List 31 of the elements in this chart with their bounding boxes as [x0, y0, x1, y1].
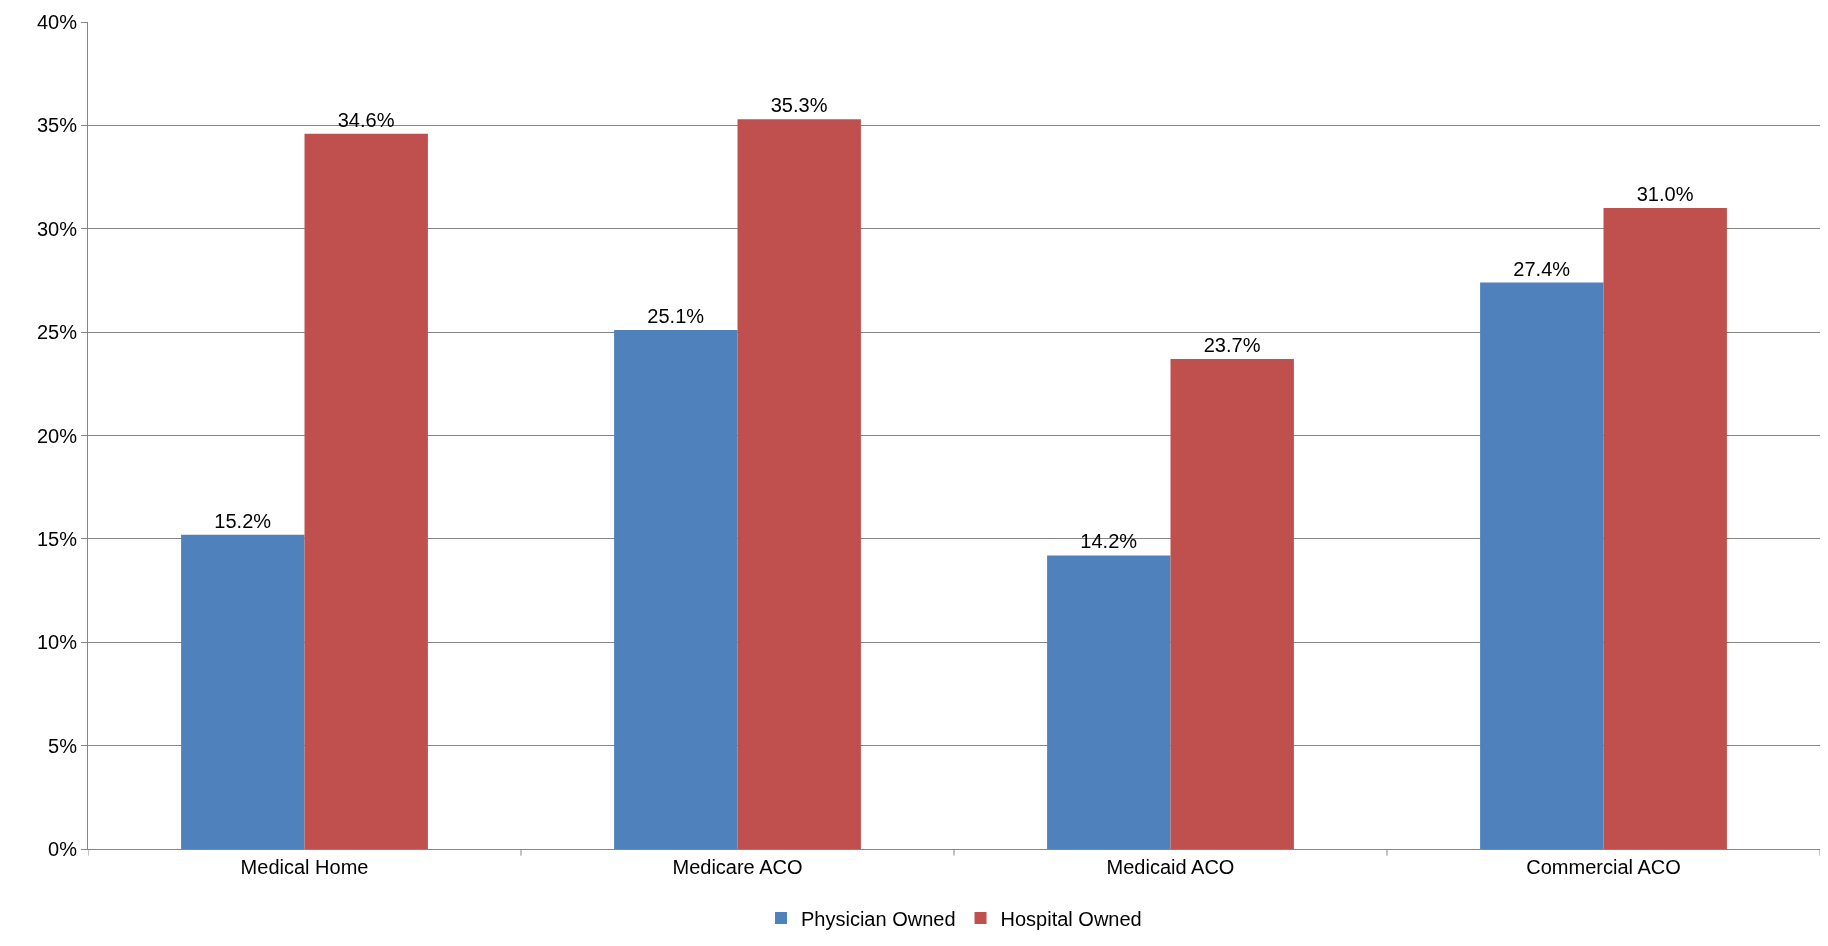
y-tick-label: 5%: [48, 734, 78, 757]
data-label: 25.1%: [647, 305, 705, 328]
x-tick-label: Medical Home: [240, 856, 369, 878]
y-tick-label: 30%: [36, 217, 78, 240]
bar: [1480, 282, 1604, 849]
data-label: 15.2%: [214, 509, 272, 532]
bar: [1047, 555, 1171, 849]
y-tick-label: 0%: [48, 838, 78, 860]
y-tick-label: 40%: [36, 11, 78, 33]
data-label: 23.7%: [1203, 334, 1261, 356]
y-tick-label: 20%: [36, 424, 78, 447]
y-tick-label: 25%: [36, 321, 78, 344]
bar: [181, 534, 305, 849]
data-label: 31.0%: [1636, 183, 1694, 206]
bar: [614, 330, 738, 849]
bar: [737, 119, 861, 849]
x-tick-label: Commercial ACO: [1526, 856, 1681, 878]
x-tick-label: Medicare ACO: [672, 856, 803, 878]
bar: [1170, 359, 1294, 849]
legend-label: Physician Owned: [801, 907, 956, 930]
y-tick-label: 15%: [36, 527, 78, 550]
data-label: 27.4%: [1513, 257, 1571, 280]
bar: [1603, 208, 1727, 849]
bar: [304, 133, 428, 849]
data-label: 34.6%: [337, 108, 395, 131]
data-label: 35.3%: [770, 94, 828, 117]
y-tick-label: 10%: [36, 631, 78, 654]
data-label: 14.2%: [1080, 530, 1138, 553]
y-tick-label: 35%: [36, 114, 78, 137]
legend-label: Hospital Owned: [1000, 907, 1142, 930]
x-tick-label: Medicaid ACO: [1106, 856, 1235, 878]
